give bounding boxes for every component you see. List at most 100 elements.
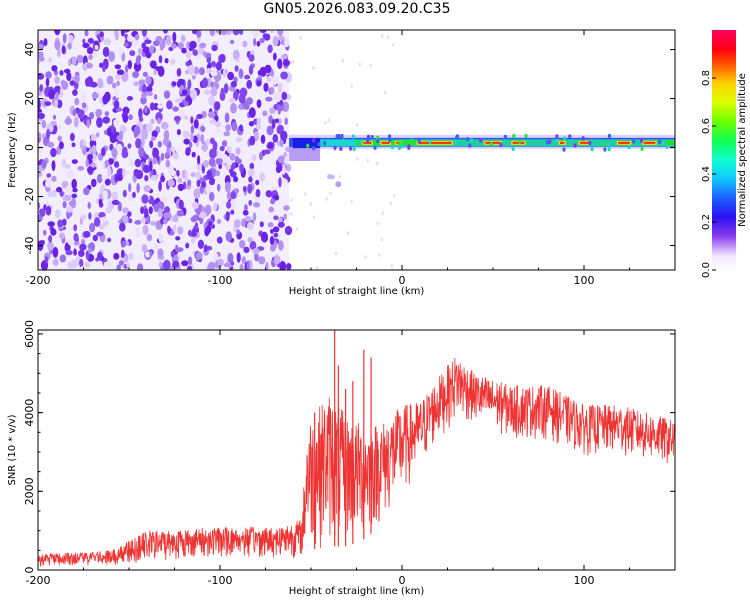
noise-speck — [199, 42, 207, 49]
noise-speck — [66, 71, 72, 82]
noise-speck — [132, 71, 140, 79]
noise-speck — [163, 30, 168, 34]
x-tick-label: -100 — [208, 274, 233, 287]
noise-speck — [190, 236, 196, 244]
noise-speck — [181, 260, 189, 267]
noise-speck — [82, 42, 90, 49]
noise-speck — [205, 138, 211, 145]
noise-speck — [209, 137, 215, 145]
noise-speck — [126, 262, 130, 268]
y-tick-label: -40 — [23, 237, 36, 255]
noise-speck — [145, 123, 153, 132]
noise-speck — [171, 81, 177, 87]
noise-speck — [87, 166, 94, 173]
noise-speck — [255, 179, 260, 186]
noise-speck — [38, 202, 41, 209]
noise-speck — [163, 90, 171, 99]
noise-speck — [190, 116, 194, 124]
noise-speck — [118, 260, 124, 266]
noise-speck — [129, 158, 134, 167]
noise-speck — [91, 144, 97, 155]
noise-speck — [144, 207, 149, 219]
line-speck — [602, 142, 606, 147]
noise-speck — [172, 106, 179, 112]
noise-speck — [263, 33, 271, 41]
side-blob — [335, 181, 342, 188]
noise-speck — [244, 204, 248, 212]
noise-speck — [270, 30, 274, 34]
noise-speck — [270, 244, 276, 252]
stray-speck — [290, 211, 293, 216]
noise-speck — [201, 143, 209, 152]
noise-speck — [50, 228, 57, 236]
noise-speck — [230, 80, 237, 88]
noise-speck — [146, 234, 153, 242]
noise-speck — [277, 30, 284, 36]
noise-speck — [219, 145, 225, 152]
noise-speck — [52, 114, 57, 120]
noise-speck — [278, 240, 284, 251]
line-speck — [388, 134, 392, 139]
noise-speck — [65, 185, 71, 194]
noise-speck — [149, 140, 154, 148]
line-speck — [545, 140, 550, 145]
noise-speck — [185, 50, 192, 59]
line-speck — [352, 146, 356, 152]
noise-speck — [115, 73, 121, 80]
noise-speck — [99, 31, 104, 38]
noise-speck — [196, 30, 202, 38]
noise-speck — [39, 208, 46, 217]
noise-speck — [265, 190, 272, 198]
noise-speck — [208, 95, 215, 106]
noise-speck — [127, 35, 133, 42]
noise-speck — [43, 38, 48, 47]
noise-speck — [220, 30, 228, 36]
noise-speck — [122, 113, 129, 123]
line-speck — [407, 145, 411, 150]
noise-speck — [266, 125, 274, 136]
line-speck — [373, 145, 377, 150]
noise-speck — [158, 261, 163, 268]
noise-speck — [52, 258, 59, 266]
line-red — [560, 141, 565, 144]
noise-speck — [210, 61, 217, 69]
noise-speck — [127, 60, 132, 70]
noise-speck — [221, 140, 228, 148]
line-speck — [639, 138, 644, 143]
noise-speck — [280, 130, 288, 141]
colorbar-tick-label: 0.0 — [701, 262, 712, 278]
noise-speck — [239, 264, 244, 270]
noise-speck — [223, 131, 231, 137]
colorbar-title: Normalized spectral amplitude — [737, 73, 748, 227]
stray-speck — [378, 253, 381, 257]
noise-speck — [96, 173, 103, 184]
noise-speck — [170, 250, 175, 258]
noise-speck — [146, 218, 151, 224]
stray-speck — [381, 33, 384, 38]
noise-speck — [195, 171, 201, 180]
noise-speck — [71, 178, 77, 190]
x-tick-label: -200 — [26, 574, 51, 587]
noise-speck — [225, 164, 232, 170]
noise-speck — [111, 147, 118, 158]
noise-speck — [88, 212, 92, 220]
stray-speck — [386, 35, 390, 39]
line-speck — [351, 134, 355, 139]
noise-speck — [106, 75, 114, 85]
noise-speck — [73, 224, 78, 232]
noise-speck — [149, 45, 155, 55]
noise-speck — [208, 158, 216, 167]
noise-speck — [69, 80, 76, 86]
line-speck — [568, 134, 572, 139]
noise-speck — [67, 169, 74, 180]
stray-speck — [366, 158, 369, 163]
noise-speck — [223, 262, 231, 268]
noise-speck — [192, 75, 196, 80]
noise-speck — [61, 80, 69, 90]
noise-speck — [228, 200, 236, 211]
stray-speck — [356, 157, 359, 161]
noise-speck — [280, 71, 288, 80]
noise-speck — [65, 249, 73, 256]
noise-speck — [128, 182, 132, 193]
noise-speck — [99, 62, 104, 68]
